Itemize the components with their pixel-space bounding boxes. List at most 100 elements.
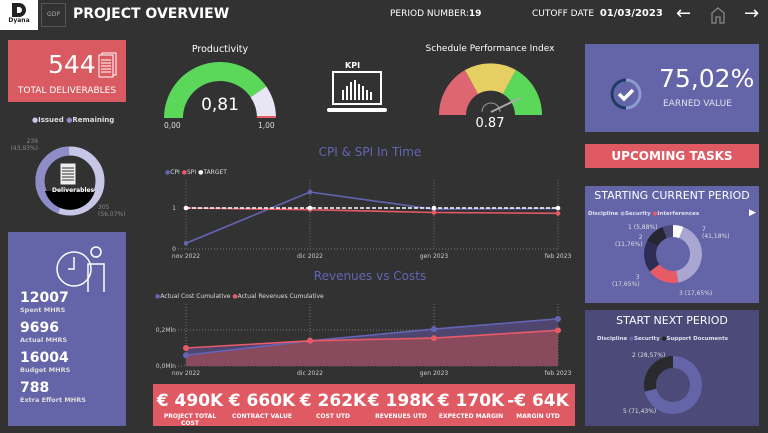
documents-icon [98,52,117,78]
slice-label: 7 (41,18%) [702,226,730,240]
cpi-spi-chart-title: CPI & SPI In Time [318,145,422,159]
data-point [555,205,561,211]
mhrs-item: 9696 Actual MHRS [20,320,68,344]
donut-slice [662,225,673,239]
kpi-project-total-cost: € 490K PROJECT TOTAL COST [156,391,224,427]
total-deliverables-card: 544 TOTAL DELIVERABLES [8,40,126,102]
revenues-legend: ●Actual Cost Cumulative ●Actual Revenues… [155,293,324,300]
period-number: PERIOD NUMBER:19 [390,9,482,19]
slice-label: 1 (5,88%) [628,224,658,231]
productivity-title: Productivity [191,44,249,55]
cost-area [186,318,558,356]
gauge-fill [164,61,267,118]
x-tick-label: gen 2023 [420,370,449,377]
earned-value: 75,02% [659,64,755,93]
arrow-left-icon[interactable]: ← [676,3,692,24]
mhrs-card: 12007 Spent MHRS 9696 Actual MHRS 16004 Bud… [8,232,126,426]
series-line-spi [185,207,559,215]
data-point [431,326,437,333]
slice-label: 3 (17,65%) [612,274,640,288]
spi-gauge [439,63,542,115]
data-point [431,205,437,211]
donut-slice [676,226,702,283]
kpi-contract-value: € 660K CONTRACT VALUE [228,391,296,420]
x-tick-label: feb 2023 [545,370,572,377]
productivity-gauge [164,61,276,118]
kpi-chart-icon [327,71,387,112]
series-line-cpi [185,191,559,244]
spi-gauge-title: Schedule Performance Index [425,44,555,54]
spi-value: 0.87 [475,116,505,131]
data-point [307,189,313,195]
series-line-actual-revenues-cumulative [185,329,559,349]
mhrs-item: 788 Extra Effort MHRS [20,380,86,404]
start-next-period-card: START NEXT PERIOD Discipline ●Security ●… [585,310,759,426]
data-point [183,240,189,246]
kpi-margin-utd: -€ 64K MARGIN UTD [507,391,569,420]
y-tick-label: 0 [172,246,176,253]
y-tick-label: 0,2Mln [156,327,176,334]
financial-kpi-strip: € 490K PROJECT TOTAL COST € 660K CONTRACT … [153,384,575,427]
productivity-value: 0,81 [201,95,239,115]
revenues-area [186,330,558,366]
starting-legend: Discipline ●Security ●Interferences [588,211,700,217]
next-title: START NEXT PERIOD [616,314,728,327]
starting-current-period-card: STARTING CURRENT PERIOD Discipline ●Secu… [585,186,759,303]
slice-label: 5 (71,43%) [623,408,657,415]
donut-slice [644,356,702,414]
slice-label: 3 (17,65%) [679,290,713,297]
revenues-chart-title: Revenues vs Costs [313,269,427,283]
upcoming-tasks-button[interactable]: UPCOMING TASKS [585,144,759,168]
slice-label: 2 (11,76%) [615,234,643,248]
data-point [307,337,313,344]
productivity-min: 0,00 [164,121,181,130]
slice-label: 2 (28,57%) [632,352,666,359]
logo-text: Dyana [8,17,30,24]
check-circle-icon [610,78,642,110]
starting-title: STARTING CURRENT PERIOD [594,189,750,202]
data-point [307,205,313,211]
clock-person-icon [56,246,105,292]
next-donut [644,356,702,414]
deliverables-donut-label: Deliverables [52,187,95,194]
data-point [183,205,189,211]
remaining-slice [35,146,105,216]
x-tick-label: dic 2022 [297,370,323,377]
donut-slice [644,356,673,392]
remaining-label: 239 (43,93%) [10,138,38,152]
donut-slice [649,264,679,283]
next-legend: Discipline ●Security ●Support Documents [597,336,728,342]
starting-donut [644,225,702,283]
cpi-spi-legend: ●CPI ●SPI ●TARGET [165,169,227,176]
y-tick-label: 1 [172,205,176,212]
x-tick-label: dic 2022 [297,253,323,260]
productivity-max: 1,00 [258,121,275,130]
x-tick-label: feb 2023 [545,253,572,260]
kpi-icon-label: KPI [345,61,361,70]
home-icon[interactable] [710,6,726,24]
arrow-right-icon[interactable]: → [744,3,760,24]
data-point [555,315,561,322]
earned-value-label: EARNED VALUE [663,99,732,109]
data-point [183,352,189,359]
kpi-revenues-utd: € 198K REVENUES UTD [367,391,435,420]
series-line-actual-cost-cumulative [185,318,559,356]
donut-slice [647,226,667,247]
kpi-cost-utd: € 262K COST UTD [299,391,367,420]
data-point [555,211,561,216]
donut-slice [644,241,660,272]
page-title: PROJECT OVERVIEW [73,6,230,22]
cutoff-date: CUTOFF DATE 01/03/2023 [532,8,663,19]
deliverables-donut [35,146,105,216]
y-tick-label: 0,0Mln [156,363,176,370]
x-tick-label: gen 2023 [420,253,449,260]
legend-next-page-icon[interactable]: ▶ [749,208,756,218]
x-tick-label: nov 2022 [172,370,200,377]
total-deliverables-value: 544 [48,50,96,79]
kpi-expected-margin: € 170K EXPECTED MARGIN [437,391,505,420]
deliverables-legend: ●Issued ●Remaining [32,116,115,124]
donut-slice [673,225,684,239]
earned-value-card: 75,02% EARNED VALUE [585,44,759,132]
gauge-remaining [250,86,276,118]
